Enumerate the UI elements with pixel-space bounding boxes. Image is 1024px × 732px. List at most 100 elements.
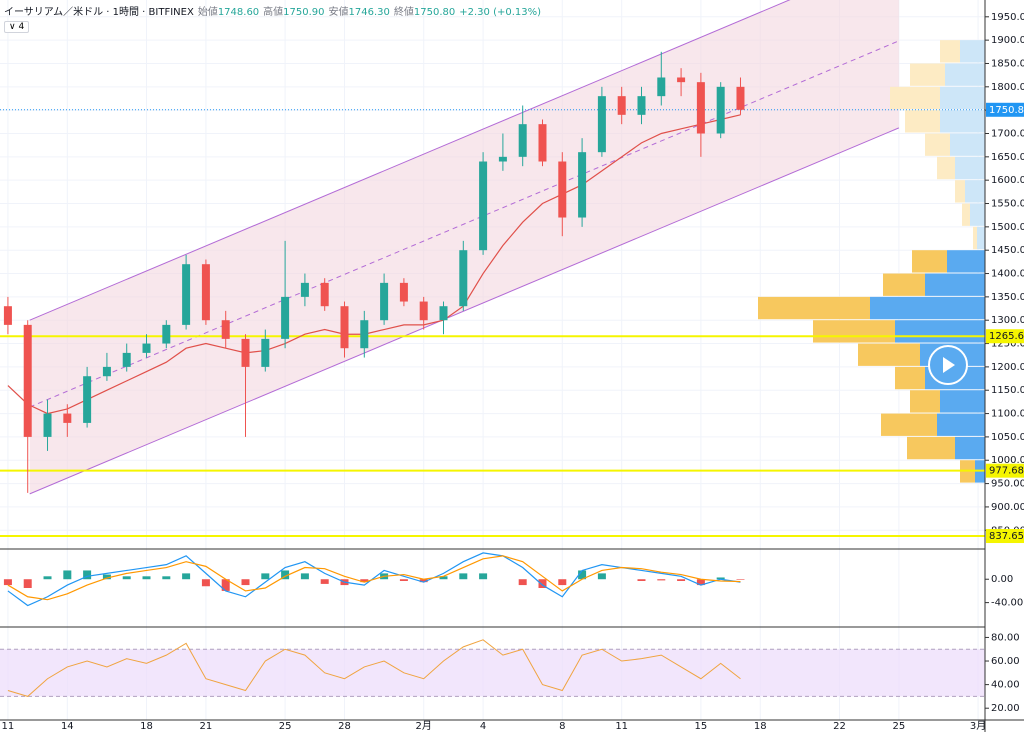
profile-down [895, 366, 925, 390]
price-axis [985, 0, 1024, 720]
candle-body [122, 352, 131, 367]
price-label: 837.65 [989, 531, 1024, 542]
x-tick-label: 15 [695, 721, 708, 732]
candle-body [578, 152, 587, 218]
y-tick-label: 1650.00 [991, 152, 1024, 163]
price-label: 977.68 [989, 466, 1024, 477]
profile-up [940, 390, 985, 413]
macd-histogram [459, 573, 468, 580]
y-tick-label: 20.00 [991, 703, 1020, 714]
candle-body [498, 156, 507, 162]
profile-down [925, 133, 950, 156]
x-tick-label: 18 [754, 721, 767, 732]
indicator-count: 4 [18, 22, 25, 32]
candle-body [677, 77, 686, 83]
macd-histogram [419, 579, 428, 583]
price-label-box [986, 463, 1024, 478]
macd-histogram [221, 579, 230, 591]
macd-histogram [538, 579, 547, 588]
macd-histogram [360, 579, 369, 583]
play-icon [943, 357, 955, 373]
profile-up [870, 296, 985, 320]
profile-down [758, 296, 870, 320]
y-tick-label: 60.00 [991, 656, 1020, 667]
y-tick-label: 1950.00 [991, 12, 1024, 23]
macd-histogram [122, 576, 131, 580]
x-tick-label: 11 [2, 721, 15, 732]
candle-body [23, 324, 32, 437]
profile-down [955, 180, 965, 203]
macd-histogram [637, 579, 646, 581]
candle-body [162, 324, 171, 344]
x-tick-label: 22 [833, 721, 846, 732]
profile-up [937, 413, 985, 436]
y-tick-label: 1300.00 [991, 315, 1024, 326]
candle-body [43, 413, 52, 437]
profile-up [940, 86, 985, 110]
y-tick-label: 1600.00 [991, 175, 1024, 186]
profile-down [937, 156, 955, 180]
candle-body [380, 282, 389, 321]
profile-up [895, 320, 985, 343]
x-tick-label: 3月 [970, 720, 986, 732]
candle-body [63, 413, 72, 423]
ohlc-value: 1750.80 [413, 7, 456, 18]
macd-histogram [281, 570, 290, 580]
y-tick-label: 1150.00 [991, 385, 1024, 396]
ohlc-value: 1746.30 [348, 7, 390, 18]
y-tick-label: 900.00 [991, 502, 1024, 513]
y-tick-label: 0.00 [991, 574, 1013, 585]
candle-body [459, 250, 468, 307]
macd-histogram [3, 579, 12, 586]
macd-histogram [518, 579, 527, 586]
profile-up [940, 110, 985, 133]
candle-body [597, 96, 606, 153]
ohlc-value: 1750.90 [283, 7, 325, 18]
macd-histogram [597, 573, 606, 580]
candle-body [518, 124, 527, 157]
channel-middle [29, 40, 900, 408]
candle-body [657, 77, 666, 97]
profile-up [945, 63, 985, 86]
candle-body [558, 161, 567, 218]
macd-histogram [320, 579, 329, 584]
candle-body [201, 264, 210, 321]
macd-histogram [261, 573, 270, 580]
candle-body [617, 96, 626, 115]
profile-down [910, 63, 945, 86]
macd-histogram [162, 576, 171, 580]
candle-body [538, 124, 547, 162]
candle-body [83, 376, 92, 423]
candle-body [142, 343, 151, 353]
ohlc-label: 終値 [393, 7, 414, 18]
candle-body [419, 301, 428, 321]
candle-body [637, 96, 646, 115]
x-tick-label: 2月 [416, 720, 432, 732]
macd-histogram [63, 570, 72, 580]
channel-lower [29, 127, 900, 495]
x-tick-label: 8 [559, 721, 565, 732]
profile-down [910, 390, 940, 413]
y-tick-label: 1200.00 [991, 362, 1024, 373]
price-label: 1750.80 [989, 105, 1024, 116]
macd-histogram [43, 576, 52, 580]
macd-histogram [83, 570, 92, 580]
candle-body [241, 338, 250, 367]
macd-histogram [300, 573, 309, 580]
candle-body [300, 282, 309, 297]
y-tick-label: 1800.00 [991, 82, 1024, 93]
symbol[interactable]: イーサリアム／米ドル · 1時間 · BITFINEX [4, 7, 194, 18]
profile-up [947, 250, 985, 273]
profile-down [905, 110, 940, 133]
macd-histogram [23, 579, 32, 588]
x-tick-label: 14 [61, 721, 74, 732]
price-label-box [986, 329, 1024, 344]
ohlc-label: 安値 [328, 7, 349, 18]
x-tick-label: 11 [615, 721, 628, 732]
ohlc-label: 始値 [197, 7, 218, 18]
indicator-toggle[interactable]: ∨ 4 [4, 21, 30, 33]
candle-body [340, 306, 349, 349]
y-tick-label: 1850.00 [991, 58, 1024, 69]
candle-body [182, 264, 191, 325]
macd-histogram [241, 579, 250, 586]
